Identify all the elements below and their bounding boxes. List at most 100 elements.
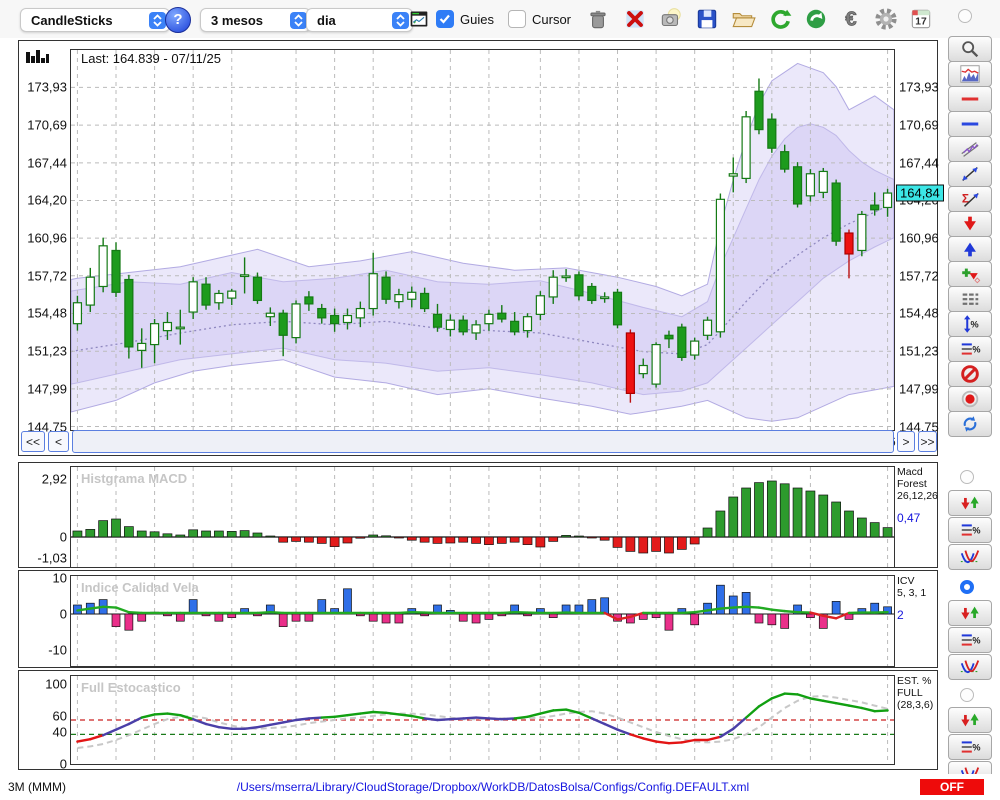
param-label: 5, 3, 1 <box>897 587 927 599</box>
curve-icon <box>960 660 980 674</box>
axis-tick-label: 2,92 <box>41 471 67 487</box>
search-icon <box>962 41 979 58</box>
forbid-icon <box>961 365 979 383</box>
checkbox-checked-icon <box>436 10 454 28</box>
sync-button[interactable] <box>801 5 831 33</box>
tool-forbid-button[interactable] <box>948 361 992 387</box>
axis-tick-label: 40 <box>52 724 67 740</box>
indicator-chart-icon <box>960 65 980 83</box>
channel-icon <box>961 142 979 157</box>
axis-tick-label: 0 <box>59 529 67 545</box>
tool-trendline-button[interactable] <box>948 161 992 187</box>
price-tick-label: 164,20 <box>27 192 67 208</box>
chevron-updown-icon <box>392 11 409 29</box>
status-bar: 3M (MMM) /Users/mserra/Library/CloudStor… <box>0 774 1000 800</box>
price-tick-label: 154,48 <box>899 305 939 321</box>
price-tick-label: 160,96 <box>27 230 67 246</box>
icv-signal-arrows-button[interactable] <box>948 600 992 626</box>
tool-arrow-down-red-button[interactable] <box>948 211 992 237</box>
tool-swap-button[interactable] <box>948 411 992 437</box>
nav-last-button[interactable]: >> <box>918 431 937 452</box>
svg-text:%: % <box>972 743 980 753</box>
tool-hline-blue-button[interactable] <box>948 111 992 137</box>
chart-type-select[interactable]: CandleSticks <box>20 8 170 32</box>
calendar-button[interactable]: 17 <box>906 5 936 33</box>
tool-indicator-chart-button[interactable] <box>948 61 992 87</box>
indicator-value: 2 <box>897 608 904 622</box>
icv-chart[interactable] <box>70 575 895 667</box>
price-tick-label: 151,23 <box>899 343 939 359</box>
date-scrollbar[interactable] <box>72 430 894 453</box>
candlestick-chart[interactable] <box>70 49 895 431</box>
period-select[interactable]: 3 mesos <box>200 8 311 32</box>
param-label: FULL <box>897 687 923 699</box>
macd-curve-button[interactable] <box>948 544 992 570</box>
nav-next-button[interactable]: > <box>897 431 915 452</box>
param-label: EST. % <box>897 675 932 687</box>
save-button[interactable] <box>692 5 722 33</box>
guies-checkbox[interactable]: Guies <box>436 10 494 28</box>
euro-button[interactable]: € <box>836 5 866 33</box>
tool-channel-button[interactable] <box>948 136 992 162</box>
macd-histogram-chart[interactable] <box>70 466 895 568</box>
chevron-updown-icon <box>149 11 166 29</box>
trash-button[interactable] <box>583 5 613 33</box>
price-tick-label: 173,93 <box>899 79 939 95</box>
price-tick-label: 170,69 <box>27 117 67 133</box>
stochastic-chart[interactable] <box>70 675 895 765</box>
stoch-signal-arrows-button[interactable] <box>948 707 992 733</box>
tool-lines-pct-button[interactable]: % <box>948 336 992 362</box>
nav-first-button[interactable]: << <box>21 431 45 452</box>
dash-rows-icon <box>962 293 979 305</box>
stoch-lines-pct-button[interactable]: % <box>948 734 992 760</box>
cursor-checkbox[interactable]: Cursor <box>508 10 571 28</box>
svg-text:Σ: Σ <box>962 192 969 206</box>
settings-button[interactable] <box>871 5 901 33</box>
tool-measure-pct-button[interactable]: % <box>948 311 992 337</box>
chart-window-icon[interactable] <box>404 5 434 33</box>
open-button[interactable] <box>728 5 758 33</box>
nav-prev-button[interactable]: < <box>48 431 69 452</box>
macd-lines-pct-button[interactable]: % <box>948 517 992 543</box>
svg-text:17: 17 <box>915 16 927 27</box>
interval-value: dia <box>317 12 336 28</box>
delete-button[interactable] <box>620 5 650 33</box>
signal-arrows-icon <box>961 606 979 620</box>
tool-add-signal-button[interactable] <box>948 261 992 287</box>
sync-icon <box>806 9 826 29</box>
macd-signal-arrows-button[interactable] <box>948 490 992 516</box>
tool-arrow-up-blue-button[interactable] <box>948 236 992 262</box>
stochastic-panel: Full Estocastico 100 60 40 0 EST. % FULL (28,… <box>18 670 938 772</box>
config-path: /Users/mserra/Library/CloudStorage/Dropb… <box>236 780 750 794</box>
panel-radio-stoch[interactable] <box>960 688 974 702</box>
param-label: 26,12,26 <box>897 490 938 502</box>
tool-record-button[interactable] <box>948 386 992 412</box>
snapshot-button[interactable] <box>656 5 686 33</box>
icv-lines-pct-button[interactable]: % <box>948 627 992 653</box>
price-tick-label: 144,75 <box>27 419 67 434</box>
panel-radio-icv[interactable] <box>960 580 974 594</box>
arrow-up-blue-icon <box>964 242 976 257</box>
cursor-label: Cursor <box>532 11 572 27</box>
toolbar-radio[interactable] <box>958 9 972 23</box>
tool-hline-red-button[interactable] <box>948 86 992 112</box>
price-tick-label: 147,99 <box>27 381 67 397</box>
panel-radio-macd[interactable] <box>960 470 974 484</box>
tool-dash-rows-button[interactable] <box>948 286 992 312</box>
macd-title: Histgrama MACD <box>81 471 188 486</box>
icv-curve-button[interactable] <box>948 654 992 680</box>
toolbar: CandleSticks ? 3 mesos dia Guies <box>0 0 1000 38</box>
refresh-button[interactable] <box>765 5 795 33</box>
off-button[interactable]: OFF <box>920 779 984 795</box>
histogram-mini-icon[interactable] <box>25 49 51 70</box>
interval-select[interactable]: dia <box>306 8 413 32</box>
curve-icon <box>960 550 980 564</box>
hline-red-icon <box>961 97 979 101</box>
tool-sum-trend-button[interactable]: Σ <box>948 186 992 212</box>
macd-panel: Histgrama MACD 2,92 0 -1,03 Macd Forest 26,1… <box>18 462 938 568</box>
tool-search-button[interactable] <box>948 36 992 62</box>
delete-icon <box>626 10 644 28</box>
record-icon <box>961 390 979 408</box>
help-button[interactable]: ? <box>165 7 191 33</box>
